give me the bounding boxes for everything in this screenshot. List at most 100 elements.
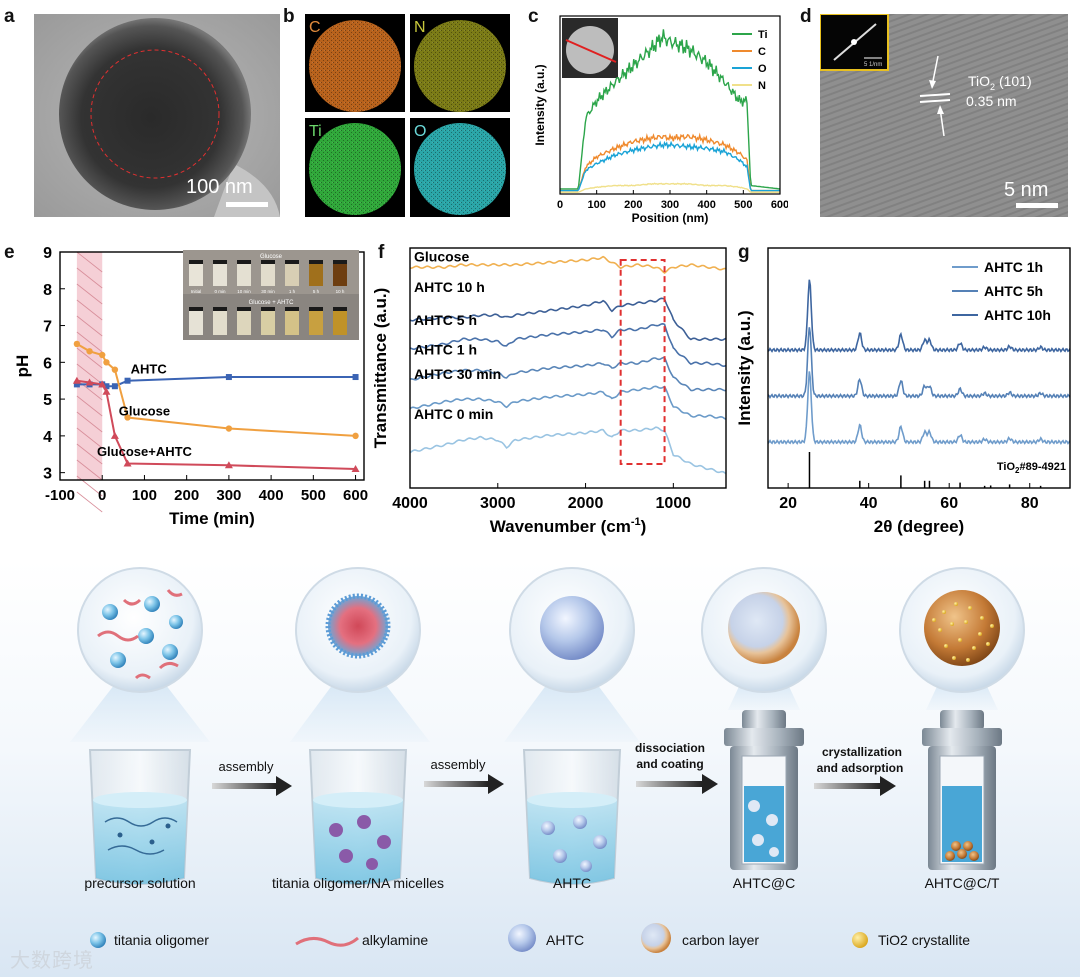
vial-glucose-ahtc bbox=[285, 311, 299, 335]
y-tick-label: 7 bbox=[43, 319, 52, 336]
hatch-line bbox=[76, 267, 103, 289]
x-tick-label: 400 bbox=[697, 199, 715, 211]
data-point-ahtc bbox=[225, 374, 232, 381]
reference-label-suffix: #89-4921 bbox=[1020, 461, 1067, 473]
vial-cap bbox=[333, 307, 347, 311]
curve-label-ahtc-30-min: AHTC 30 min bbox=[414, 366, 501, 382]
hatch-line bbox=[76, 347, 103, 369]
vial-time-label: 5 h bbox=[313, 289, 320, 294]
legend-label-ahtc-5h: AHTC 5h bbox=[984, 283, 1043, 299]
highlight-box bbox=[619, 259, 666, 465]
eds-map-n: N bbox=[410, 14, 510, 112]
x-axis-label-sup: -1 bbox=[631, 516, 641, 528]
vial-glucose bbox=[333, 264, 347, 286]
y-tick-label: 5 bbox=[43, 392, 52, 409]
svg-text:and coating: and coating bbox=[636, 757, 703, 771]
y-tick-label: 4 bbox=[43, 429, 52, 446]
plot-frame bbox=[767, 247, 1071, 489]
arrow-assembly-2: assembly bbox=[424, 757, 504, 794]
curve-label-ahtc-0-min: AHTC 0 min bbox=[414, 406, 493, 422]
data-point-glucose-ahtc bbox=[85, 378, 94, 386]
vial-time-label: 10 h bbox=[336, 289, 345, 294]
svg-text:Ti: Ti bbox=[309, 123, 322, 140]
svg-text:TiO2 crystallite: TiO2 crystallite bbox=[878, 932, 970, 948]
vial-glucose bbox=[285, 264, 299, 286]
chart-ftir: 4000 3000 2000 1000 Wavenumber (cm-1) Transmi… bbox=[372, 247, 727, 536]
step-ahtc-c: AHTC@C bbox=[701, 567, 827, 891]
hatch-line bbox=[76, 491, 103, 513]
vial-cap bbox=[189, 260, 203, 264]
x-tick-label: 40 bbox=[860, 495, 878, 512]
data-point-glucose bbox=[73, 340, 81, 348]
vial-time-label: Initial bbox=[191, 289, 202, 294]
legend-alkylamine: alkylamine bbox=[295, 932, 428, 948]
x-tick-label: 100 bbox=[132, 487, 157, 504]
curve-label-ahtc: AHTC bbox=[131, 361, 168, 376]
line-scan-path bbox=[565, 39, 617, 63]
y-tick-label: 3 bbox=[43, 466, 52, 483]
panel-label-b: b bbox=[283, 6, 295, 27]
vial-cap bbox=[285, 307, 299, 311]
series-line-c bbox=[560, 132, 780, 192]
vial-glucose bbox=[309, 264, 323, 286]
hrtem-scale-label: 5 nm bbox=[1004, 179, 1048, 201]
panel-label-e: e bbox=[4, 242, 15, 263]
y-tick-label: 8 bbox=[43, 282, 52, 299]
vial-glucose-ahtc bbox=[309, 311, 323, 335]
legend-titania-oligomer: titania oligomer bbox=[90, 932, 209, 948]
chart-line-scan: 0 100 200 300 400 500 600 Position (nm) Intensit… bbox=[533, 15, 788, 225]
vial-glucose bbox=[213, 264, 227, 286]
x-tick-label: 200 bbox=[174, 487, 199, 504]
legend-label-ahtc-1h: AHTC 1h bbox=[984, 259, 1043, 275]
data-point-ahtc bbox=[352, 374, 359, 381]
curve-label-glucose-ahtc: Glucose+AHTC bbox=[97, 444, 193, 459]
hatch-line bbox=[76, 443, 103, 465]
vial-cap bbox=[309, 307, 323, 311]
series-line-glucose bbox=[76, 343, 356, 437]
chart-xrd: TiO2#89-4921 20 40 60 80 2θ (degree) Intensity… bbox=[736, 247, 1071, 536]
curve-label-ahtc-10-h: AHTC 10 h bbox=[414, 279, 485, 295]
tem-image: 100 nm bbox=[34, 14, 280, 217]
hatch-line bbox=[76, 363, 103, 385]
svg-text:and adsorption: and adsorption bbox=[817, 761, 904, 775]
reference-label: TiO2#89-4921 bbox=[997, 461, 1066, 475]
series-line-ahtc-0-min bbox=[409, 426, 727, 475]
step-label-ahtc-c-t: AHTC@C/T bbox=[925, 875, 1000, 891]
svg-text:AHTC: AHTC bbox=[546, 932, 584, 948]
data-point-ahtc bbox=[124, 377, 131, 384]
series-line-ahtc-5h bbox=[767, 327, 1071, 399]
vial-cap bbox=[237, 307, 251, 311]
svg-text:titania oligomer: titania oligomer bbox=[114, 932, 209, 948]
step-micelles: titania oligomer/NA micelles bbox=[272, 567, 444, 891]
x-tick-label: 300 bbox=[661, 199, 679, 211]
svg-text:O: O bbox=[414, 123, 426, 140]
saed-scale-label: 5 1/nm bbox=[864, 62, 882, 68]
series-line-ahtc-5-h bbox=[409, 322, 727, 367]
synthesis-schematic: precursor solution titania oligomer/NA m… bbox=[0, 560, 1080, 977]
x-axis-label: Time (min) bbox=[169, 509, 255, 528]
reference-label-main: TiO bbox=[997, 461, 1016, 473]
series-line-ahtc-10-h bbox=[409, 297, 727, 342]
schematic-legend: titania oligomer alkylamine AHTC carbon … bbox=[90, 923, 970, 953]
chart-ph: -100 0 100 200 300 400 500 600 3 4 5 6 7 8 9 Time (min)… bbox=[14, 245, 368, 528]
legend-label-o: O bbox=[758, 63, 767, 75]
step-label-precursor: precursor solution bbox=[84, 875, 195, 891]
vial-glucose-ahtc bbox=[213, 311, 227, 335]
data-point-glucose bbox=[225, 425, 233, 432]
vial-cap bbox=[261, 260, 275, 264]
hatch-line bbox=[76, 459, 103, 481]
vial-cap bbox=[333, 260, 347, 264]
vial-cap bbox=[261, 307, 275, 311]
data-point-ahtc bbox=[103, 383, 110, 390]
y-axis-label: pH bbox=[14, 355, 32, 378]
vial-cap bbox=[189, 307, 203, 311]
vial-glucose bbox=[237, 264, 251, 286]
vial-time-label: 30 min bbox=[261, 289, 275, 294]
vial-cap bbox=[237, 260, 251, 264]
series-line-n bbox=[560, 182, 780, 193]
y-axis-label: Transmittance (a.u.) bbox=[372, 288, 390, 449]
vial-photo-inset: Glucose Glucose + AHTC Initial 0 min 10 min 3… bbox=[183, 250, 359, 340]
data-point-glucose-ahtc bbox=[102, 387, 111, 395]
arrow-dissociation: dissociation and coating bbox=[635, 741, 718, 794]
data-point-glucose bbox=[103, 359, 110, 366]
